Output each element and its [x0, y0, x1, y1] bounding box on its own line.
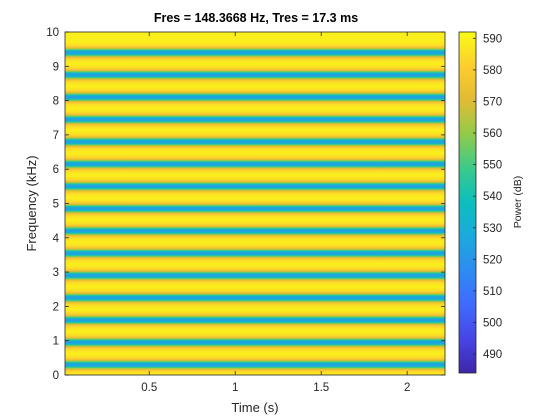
x-tick-label: 1 [232, 382, 238, 394]
y-tick-label: 1 [53, 336, 59, 348]
x-tick-label: 1.5 [313, 382, 329, 394]
y-tick-label: 10 [46, 27, 59, 39]
colorbar-tick-label: 550 [483, 160, 502, 172]
colorbar-tick-label: 580 [483, 65, 502, 77]
y-axis-label: Frequency (kHz) [24, 155, 39, 251]
x-axis: 0.5 1 1.5 2 [141, 32, 410, 394]
spectrogram-image [65, 32, 445, 375]
colorbar-tick-label: 500 [483, 317, 502, 329]
colorbar-label: Power (dB) [512, 176, 524, 229]
y-tick-label: 2 [53, 301, 59, 313]
y-tick-label: 4 [53, 233, 60, 245]
colorbar-tick-label: 570 [483, 96, 502, 108]
colorbar-tick-label: 530 [483, 223, 502, 235]
colorbar-tick-label: 590 [483, 33, 502, 45]
x-tick-label: 0.5 [141, 382, 157, 394]
colorbar [458, 31, 477, 374]
colorbar-tick-label: 560 [483, 128, 502, 140]
y-tick-label: 5 [53, 199, 59, 211]
colorbar-tick-label: 490 [483, 349, 502, 361]
y-tick-label: 6 [53, 164, 59, 176]
y-axis: 0 1 2 3 4 5 6 7 8 9 10 [46, 27, 445, 382]
y-tick-label: 9 [53, 61, 59, 73]
chart-title: Fres = 148.3668 Hz, Tres = 17.3 ms [154, 11, 358, 25]
y-tick-label: 8 [53, 96, 59, 108]
colorbar-axis: 490 500 510 520 530 540 550 560 570 580 590 [473, 33, 502, 361]
y-tick-label: 7 [53, 130, 59, 142]
colorbar-tick-label: 510 [483, 286, 502, 298]
x-axis-label: Time (s) [231, 400, 278, 415]
colorbar-tick-label: 520 [483, 254, 502, 266]
y-tick-label: 3 [53, 267, 59, 279]
y-tick-label: 0 [53, 370, 59, 382]
colorbar-tick-label: 540 [483, 191, 502, 203]
x-tick-label: 2 [404, 382, 410, 394]
